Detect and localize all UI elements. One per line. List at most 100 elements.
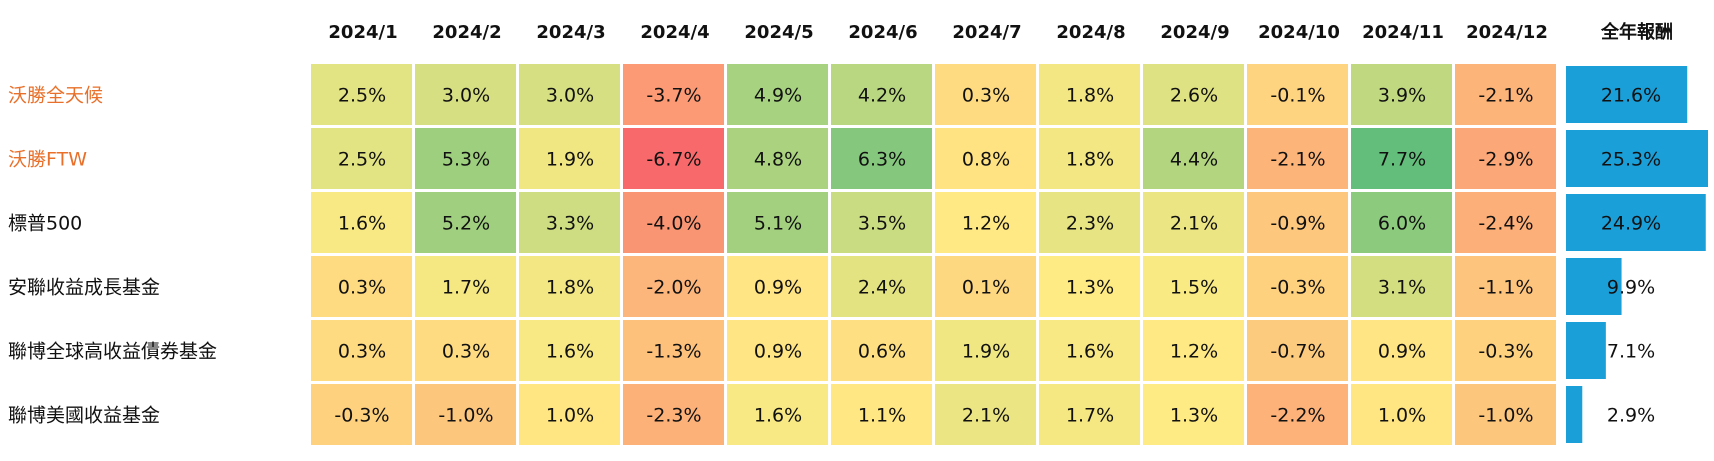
row-label: 沃勝FTW xyxy=(8,149,87,171)
heat-cell xyxy=(311,192,412,253)
column-header: 2024/1 xyxy=(328,22,397,43)
heat-cell xyxy=(727,320,828,381)
cell-label: 5.1% xyxy=(754,213,802,235)
cell-label: -0.1% xyxy=(1270,85,1325,107)
cell-label: 6.3% xyxy=(858,149,906,171)
column-header: 2024/9 xyxy=(1160,22,1229,43)
heat-cell xyxy=(623,256,724,317)
heat-cell xyxy=(1039,384,1140,445)
heat-cell xyxy=(519,64,620,125)
total-label: 25.3% xyxy=(1601,149,1661,171)
heat-cell xyxy=(623,320,724,381)
cell-label: 0.9% xyxy=(754,341,802,363)
cell-label: 0.3% xyxy=(962,85,1010,107)
heat-cell xyxy=(415,256,516,317)
cell-label: 0.8% xyxy=(962,149,1010,171)
total-label: 2.9% xyxy=(1607,405,1655,427)
cell-label: 4.4% xyxy=(1170,149,1218,171)
heat-cell xyxy=(727,384,828,445)
cell-label: -1.1% xyxy=(1478,277,1533,299)
heat-cell xyxy=(935,384,1036,445)
cell-label: 4.8% xyxy=(754,149,802,171)
cell-label: 2.1% xyxy=(962,405,1010,427)
heat-cell xyxy=(831,384,932,445)
heat-cell xyxy=(1039,192,1140,253)
column-header: 2024/6 xyxy=(848,22,917,43)
heat-cell xyxy=(727,256,828,317)
column-header: 2024/2 xyxy=(432,22,501,43)
row-label: 聯博美國收益基金 xyxy=(8,405,160,427)
heat-cell xyxy=(1351,320,1452,381)
cell-label: -2.4% xyxy=(1478,213,1533,235)
heat-cell xyxy=(623,64,724,125)
heat-cell xyxy=(623,384,724,445)
column-header: 全年報酬 xyxy=(1600,21,1673,43)
column-header: 2024/11 xyxy=(1362,22,1444,43)
cell-label: 2.6% xyxy=(1170,85,1218,107)
column-header: 2024/7 xyxy=(952,22,1021,43)
cell-label: 2.5% xyxy=(338,85,386,107)
heat-cell xyxy=(935,128,1036,189)
heat-cell xyxy=(1351,64,1452,125)
heat-cell xyxy=(311,128,412,189)
heat-cell xyxy=(727,128,828,189)
cell-label: 3.0% xyxy=(442,85,490,107)
cell-label: 6.0% xyxy=(1378,213,1426,235)
heat-cell xyxy=(1143,256,1244,317)
heat-cell xyxy=(1143,128,1244,189)
heat-cell xyxy=(1247,128,1348,189)
heat-cell xyxy=(311,256,412,317)
heat-cell xyxy=(1039,256,1140,317)
heat-cell xyxy=(1247,320,1348,381)
cell-label: -2.1% xyxy=(1478,85,1533,107)
cell-label: -0.7% xyxy=(1270,341,1325,363)
total-bar xyxy=(1566,130,1708,187)
heat-cell xyxy=(519,320,620,381)
cell-label: 0.3% xyxy=(338,341,386,363)
heat-cell xyxy=(1039,64,1140,125)
heat-cell xyxy=(1455,192,1556,253)
cell-label: 1.8% xyxy=(546,277,594,299)
heat-cell xyxy=(1247,256,1348,317)
cell-label: 1.8% xyxy=(1066,85,1114,107)
heat-cell xyxy=(1455,128,1556,189)
heat-cell xyxy=(1351,256,1452,317)
total-bar xyxy=(1566,258,1622,315)
cell-label: -0.3% xyxy=(1270,277,1325,299)
cell-label: 2.1% xyxy=(1170,213,1218,235)
heat-cell xyxy=(1143,64,1244,125)
cell-label: -2.0% xyxy=(646,277,701,299)
heat-cell xyxy=(1039,128,1140,189)
cell-label: 0.3% xyxy=(338,277,386,299)
cell-label: 1.2% xyxy=(962,213,1010,235)
heat-cell xyxy=(1247,64,1348,125)
cell-label: 2.5% xyxy=(338,149,386,171)
heat-cell xyxy=(415,192,516,253)
column-header: 2024/4 xyxy=(640,22,709,43)
cell-label: 1.0% xyxy=(1378,405,1426,427)
column-header: 2024/12 xyxy=(1466,22,1548,43)
cell-label: 5.2% xyxy=(442,213,490,235)
heat-cell xyxy=(1351,128,1452,189)
heat-cell xyxy=(935,320,1036,381)
cell-label: -0.9% xyxy=(1270,213,1325,235)
cell-label: -4.0% xyxy=(646,213,701,235)
cell-label: -1.0% xyxy=(438,405,493,427)
heat-cell xyxy=(415,128,516,189)
cell-label: 1.7% xyxy=(442,277,490,299)
heat-cell xyxy=(1247,384,1348,445)
heat-cell xyxy=(935,64,1036,125)
heat-cell xyxy=(1143,384,1244,445)
cell-label: -0.3% xyxy=(1478,341,1533,363)
heat-cell xyxy=(415,320,516,381)
column-header: 2024/8 xyxy=(1056,22,1125,43)
cell-label: -2.2% xyxy=(1270,405,1325,427)
heat-cell xyxy=(727,192,828,253)
heat-cell xyxy=(415,64,516,125)
heat-cell xyxy=(1039,320,1140,381)
cell-label: 3.1% xyxy=(1378,277,1426,299)
cell-label: 5.3% xyxy=(442,149,490,171)
cell-label: -1.3% xyxy=(646,341,701,363)
cell-label: 4.9% xyxy=(754,85,802,107)
